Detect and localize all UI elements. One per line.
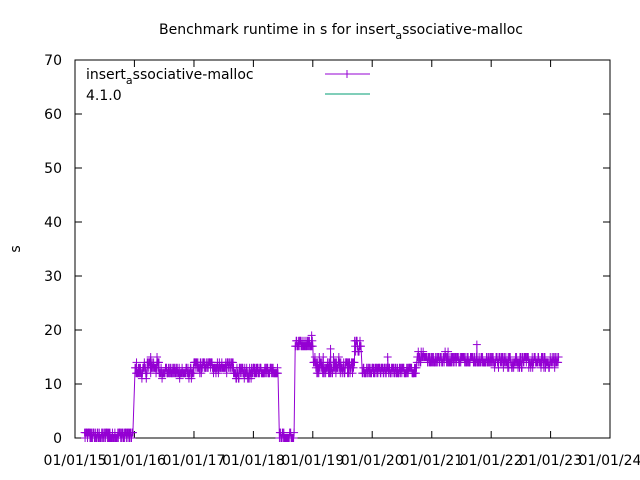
x-tick-label: 01/01/22 <box>460 453 523 469</box>
y-tick-label: 20 <box>44 323 62 339</box>
data-point <box>154 358 163 367</box>
legend: insertassociative-malloc 4.1.0 <box>86 67 370 104</box>
series-line-insert-associative-malloc <box>84 335 560 439</box>
series-area <box>80 331 563 442</box>
x-tick-label: 01/01/18 <box>222 453 285 469</box>
legend-label-series-1: insertassociative-malloc <box>86 67 254 87</box>
y-tick-label: 0 <box>53 431 62 447</box>
legend-swatch-series-1 <box>325 70 370 78</box>
chart-title-subscript: a <box>395 29 402 42</box>
data-point <box>290 428 299 437</box>
series-markers <box>80 331 563 442</box>
data-point <box>348 369 357 378</box>
x-axis: 01/01/1501/01/1601/01/1701/01/1801/01/19… <box>44 60 640 469</box>
data-point <box>554 353 563 361</box>
data-point <box>222 369 231 378</box>
data-point <box>356 342 365 351</box>
data-point <box>517 363 526 372</box>
chart-title: Benchmark runtime in s for insertassocia… <box>159 22 523 42</box>
x-tick-label: 01/01/16 <box>103 453 166 469</box>
data-point <box>273 369 282 378</box>
data-point <box>128 428 137 437</box>
y-axis: 0 10 20 30 40 50 60 70 <box>44 53 610 447</box>
y-tick-label: 50 <box>44 161 62 177</box>
x-tick-label: 01/01/23 <box>519 453 582 469</box>
y-tick-label: 30 <box>44 269 62 285</box>
data-point <box>416 358 425 367</box>
x-tick-label: 01/01/21 <box>400 453 463 469</box>
data-point <box>472 340 481 349</box>
x-tick-label: 01/01/20 <box>341 453 404 469</box>
svg-text:Benchmark runtime in s for ins: Benchmark runtime in s for insertassocia… <box>159 22 523 42</box>
plot-frame <box>74 59 611 439</box>
data-point <box>326 344 335 353</box>
x-tick-label: 01/01/15 <box>44 453 107 469</box>
y-tick-label: 70 <box>44 53 62 69</box>
x-tick-label: 01/01/24 <box>579 453 640 469</box>
y-tick-label: 60 <box>44 107 62 123</box>
data-point <box>132 358 141 367</box>
y-axis-label: s <box>8 245 24 252</box>
y-tick-label: 40 <box>44 215 62 231</box>
data-point <box>247 374 256 383</box>
data-point <box>307 331 316 340</box>
data-point <box>334 353 343 361</box>
y-tick-label: 10 <box>44 377 62 393</box>
chart-title-tail: ssociative-malloc <box>402 22 523 38</box>
data-point <box>444 347 453 356</box>
x-tick-label: 01/01/17 <box>163 453 226 469</box>
data-point <box>319 353 328 361</box>
data-point <box>308 342 317 351</box>
legend-label-series-2: 4.1.0 <box>86 88 122 104</box>
data-point <box>383 353 392 361</box>
x-tick-label: 01/01/19 <box>281 453 344 469</box>
chart-title-main: Benchmark runtime in s for insert <box>159 22 396 38</box>
data-point <box>350 358 359 367</box>
